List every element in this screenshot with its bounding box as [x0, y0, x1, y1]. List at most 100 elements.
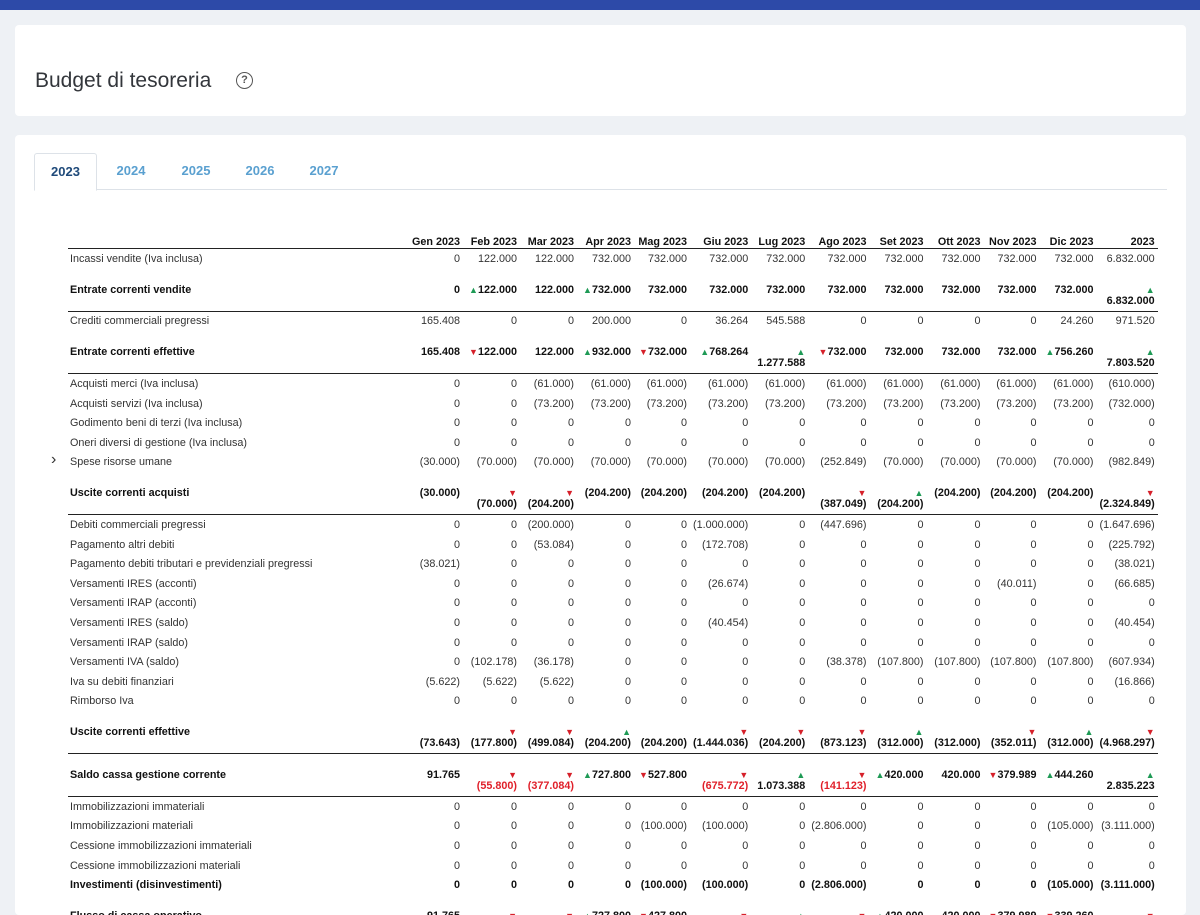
tab-2025[interactable]: 2025: [181, 163, 211, 178]
value-text: 165.408: [420, 315, 460, 328]
trend-down-icon: ▼: [739, 727, 749, 738]
row-label-text: Pagamento altri debiti: [70, 538, 175, 551]
value-text: 0: [567, 820, 574, 833]
cell-value: 0: [751, 817, 808, 837]
value-text: 732.000: [997, 283, 1037, 296]
trend-down-icon: ▼: [811, 911, 867, 915]
cell-value: 0: [463, 394, 520, 414]
value-text: 0: [567, 800, 574, 813]
value-text: (40.454): [708, 616, 749, 629]
cell-value: ▼(55.800): [463, 753, 520, 798]
tab-2024[interactable]: 2024: [116, 163, 146, 178]
value-text: (61.000): [765, 377, 806, 390]
cell-value: 0: [926, 875, 983, 895]
value-text: (70.000): [1053, 456, 1094, 469]
value-text: 0: [799, 695, 806, 708]
cell-value: 0: [1039, 856, 1096, 876]
question-circle-icon[interactable]: ?: [236, 72, 253, 89]
table-row[interactable]: › Spese risorse umane (30.000) (70.000) (70.…: [51, 451, 1158, 473]
cell-value: 0: [869, 672, 926, 692]
cell-value: (102.178): [463, 652, 520, 672]
value-text: (177.800): [470, 737, 517, 750]
row-label-text: Versamenti IRES (acconti): [70, 577, 197, 590]
cell-value: 545.588: [751, 311, 808, 331]
trend-down-icon: ▼: [639, 911, 648, 915]
value-text: (105.000): [1047, 820, 1094, 833]
cell-value: 0: [577, 574, 634, 594]
chevron-right-icon[interactable]: ›: [51, 450, 57, 468]
table-row: Entrate correnti vendite 0 ▲122.000 122.000…: [68, 268, 1158, 312]
value-text: 0: [680, 840, 687, 853]
cell-value: (107.800): [926, 652, 983, 672]
value-text: (3.111.000): [1101, 820, 1155, 833]
cell-value: 0: [634, 535, 690, 555]
value-text: 0: [510, 436, 517, 449]
cell-value: 0: [634, 836, 690, 856]
table-row: Pagamento debiti tributari e previdenzia…: [68, 554, 1158, 574]
cell-value: 0: [577, 875, 634, 895]
cell-value: 0: [926, 574, 983, 594]
tab-2026[interactable]: 2026: [245, 163, 275, 178]
row-label-text: Versamenti IRAP (acconti): [70, 597, 197, 610]
value-text: (61.000): [996, 377, 1037, 390]
cell-value: (225.792): [1096, 535, 1157, 555]
row-label-text: Versamenti IVA (saldo): [70, 656, 180, 669]
value-text: 0: [799, 675, 806, 688]
row-label: Pagamento altri debiti: [68, 535, 407, 555]
cell-value: 0: [1039, 515, 1096, 535]
value-text: (107.800): [1047, 656, 1094, 669]
cell-value: 420.000: [926, 895, 984, 915]
value-text: (73.200): [708, 397, 749, 410]
value-text: 0: [917, 577, 924, 590]
value-text: 0: [567, 558, 574, 571]
cell-value: 0: [690, 692, 751, 712]
column-header: Dic 2023: [1039, 227, 1097, 249]
cell-value: 0: [463, 535, 520, 555]
value-text: 0: [974, 859, 981, 872]
cell-value: 0: [577, 594, 634, 614]
cell-value: 732.000: [690, 249, 751, 269]
trend-up-icon: ▲: [583, 347, 592, 358]
row-label: Oneri diversi di gestione (Iva inclusa): [68, 433, 407, 453]
value-text: (61.000): [533, 377, 574, 390]
value-text: 0: [680, 538, 687, 551]
value-text: 0: [1087, 616, 1094, 629]
cell-value: 0: [1039, 836, 1096, 856]
cell-value: (100.000): [690, 875, 751, 895]
value-text: 0: [860, 675, 867, 688]
tab-2023[interactable]: 2023: [34, 153, 97, 191]
row-label-text: Saldo cassa gestione corrente: [70, 769, 227, 782]
value-text: 0: [799, 518, 806, 531]
value-text: 0: [974, 879, 981, 892]
cell-value: 732.000: [577, 249, 634, 269]
value-text: 0: [917, 636, 924, 649]
cell-value: 0: [520, 692, 577, 712]
value-text: 0: [974, 417, 981, 430]
tab-2027[interactable]: 2027: [309, 163, 339, 178]
value-text: 0: [974, 616, 981, 629]
cell-value: 0: [1039, 672, 1096, 692]
cell-value: (61.000): [926, 374, 983, 394]
value-text: 0: [917, 558, 924, 571]
cell-value: 0: [407, 374, 463, 394]
row-label-text: Debiti commerciali pregressi: [70, 518, 206, 531]
cell-value: 0: [407, 394, 463, 414]
value-text: 0: [742, 558, 749, 571]
row-label-text: Crediti commerciali pregressi: [70, 315, 210, 328]
cell-value: 732.000: [983, 331, 1040, 375]
cell-value: ▲ 7.803.520: [1096, 331, 1158, 375]
value-text: 0: [1030, 879, 1037, 892]
value-text: 0: [453, 252, 460, 265]
trend-up-icon: ▲: [1045, 347, 1055, 358]
value-text: (40.011): [997, 577, 1037, 590]
cell-value: (204.200): [751, 472, 809, 516]
cell-value: ▲ (204.200): [577, 711, 634, 755]
value-text: (38.021): [1114, 558, 1155, 571]
value-text: 732.000: [647, 283, 687, 296]
value-text: 0: [567, 859, 574, 872]
value-text: (675.772): [702, 780, 749, 793]
cell-value: ▼ (204.200): [751, 711, 809, 755]
cell-value: 732.000: [634, 249, 690, 269]
cell-value: 0: [463, 692, 520, 712]
value-text: 122.000: [534, 252, 574, 265]
